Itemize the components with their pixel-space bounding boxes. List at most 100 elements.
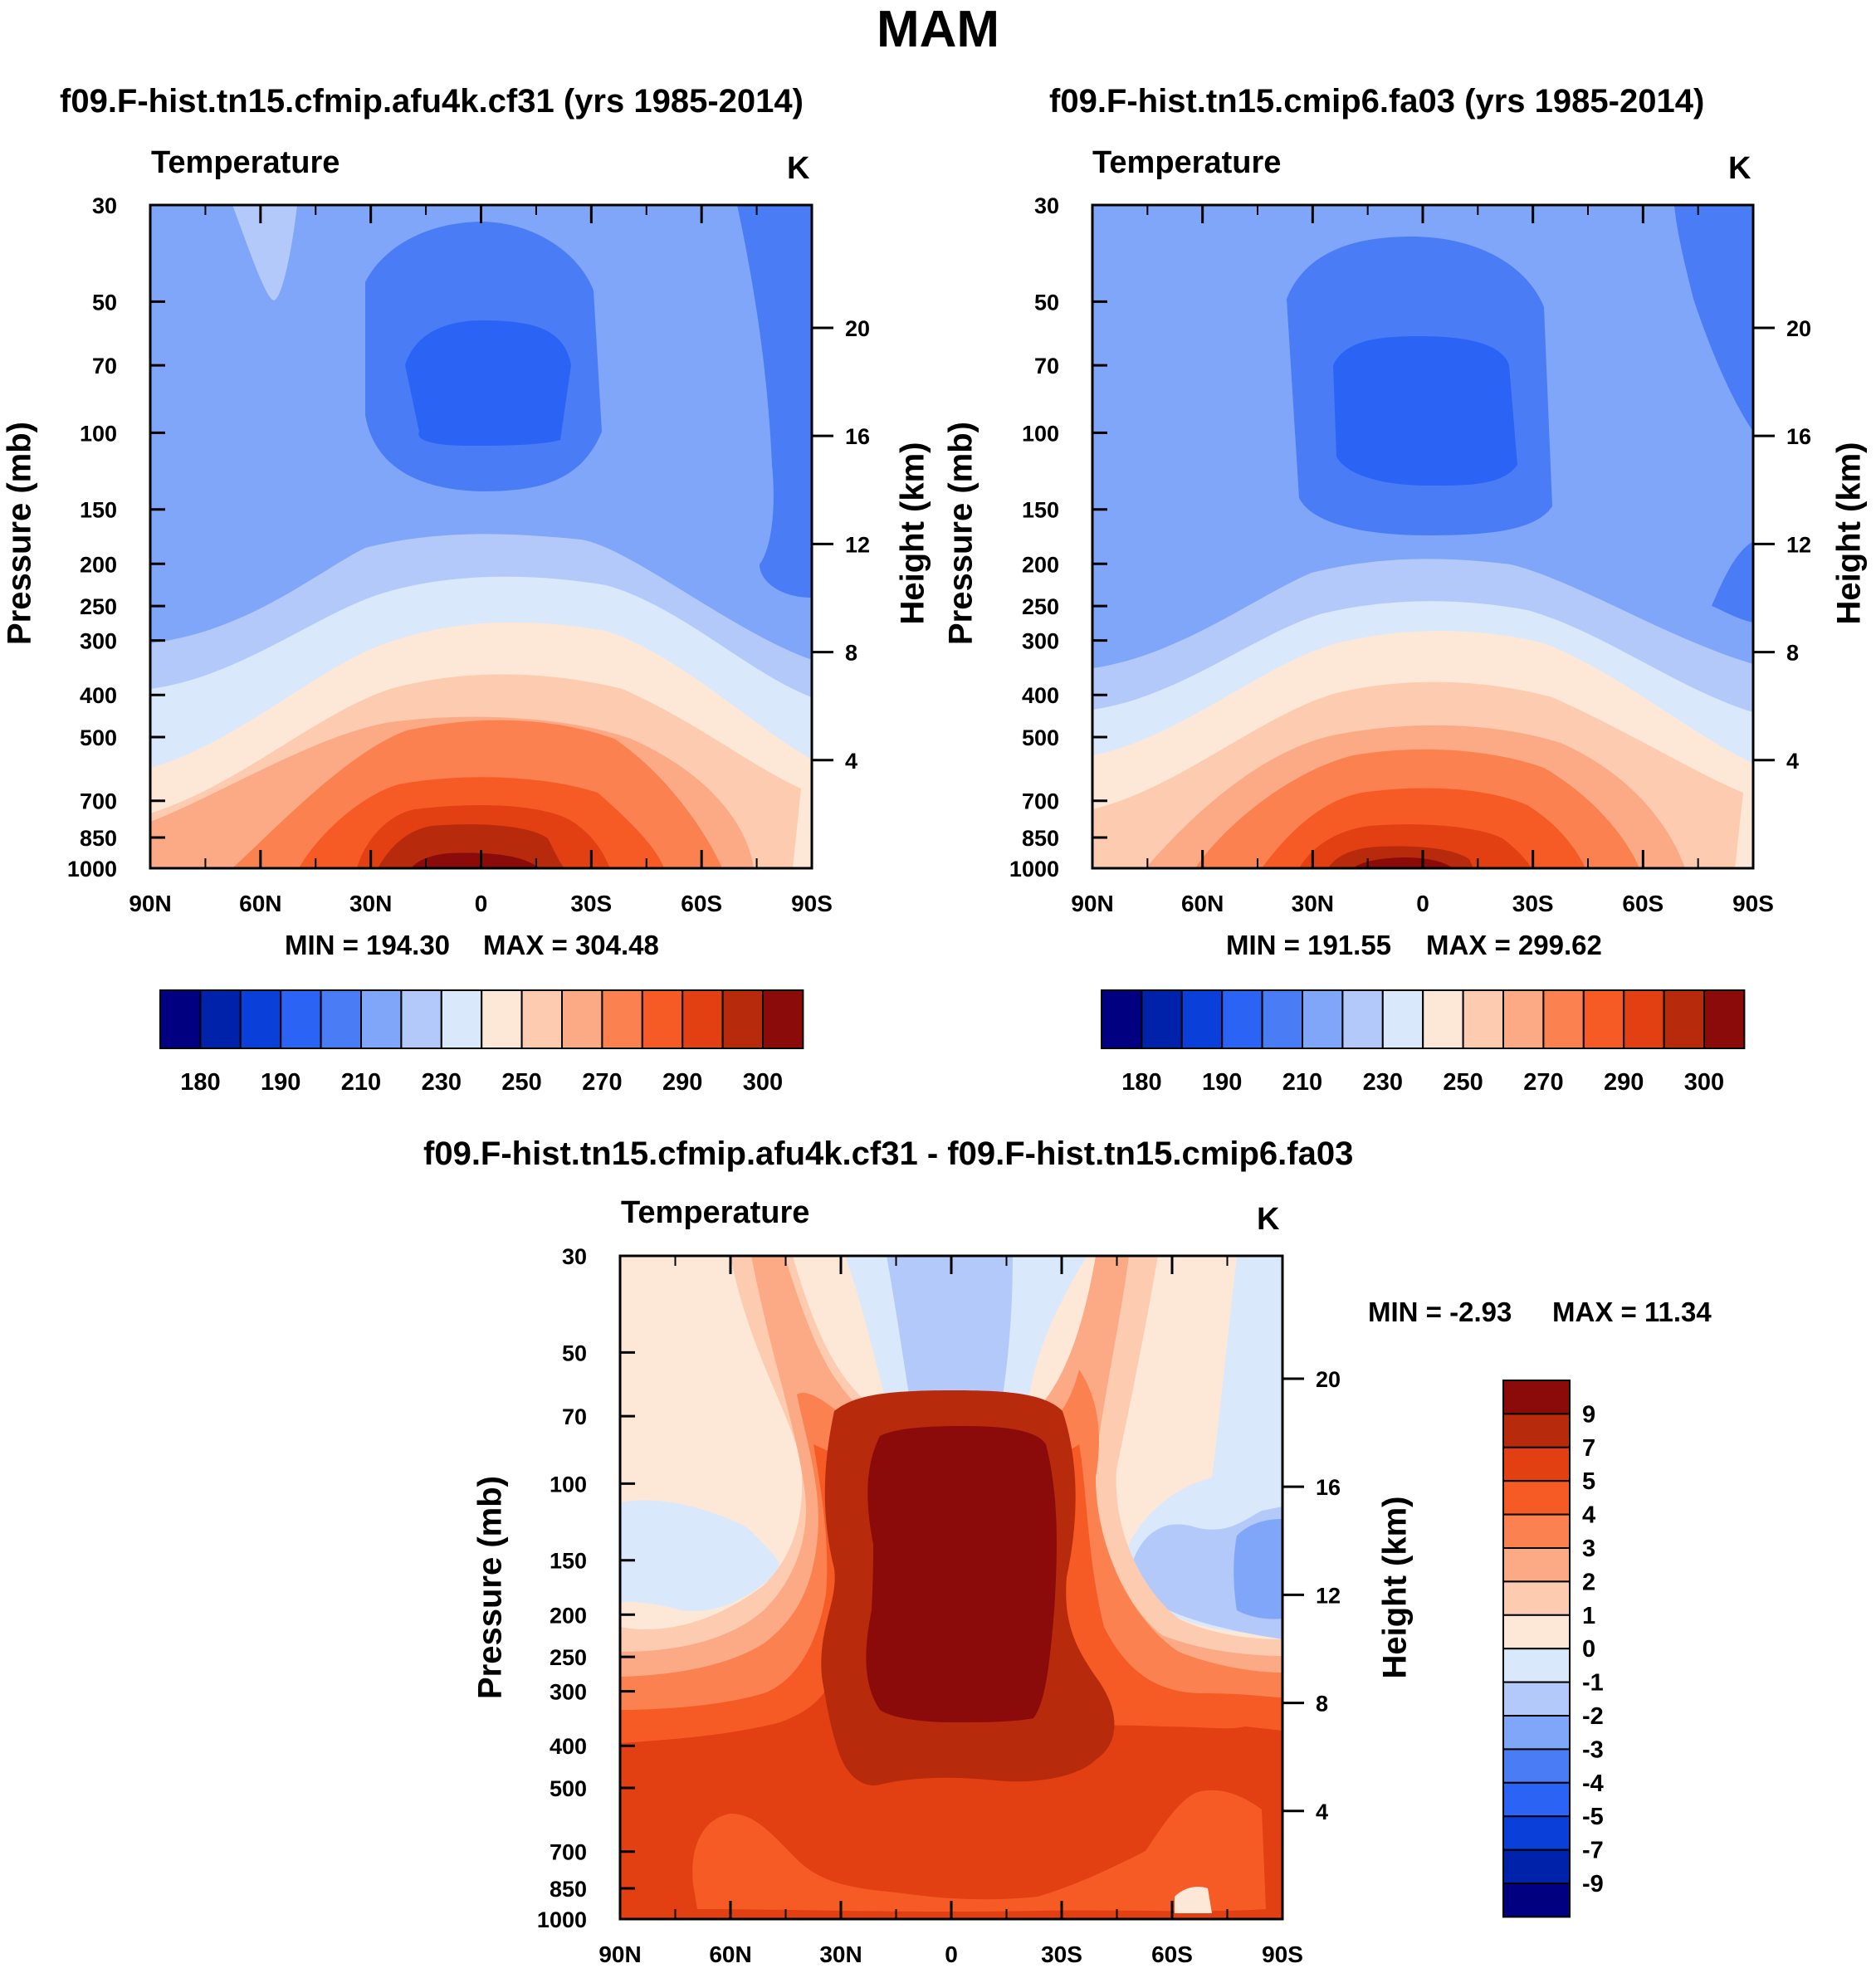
x-tick-label: 90N	[598, 1941, 641, 1967]
x-tick-label: 60S	[681, 891, 722, 916]
panel1-max: MAX = 304.48	[483, 930, 659, 960]
y-tick-label: 500	[80, 725, 117, 750]
colorbar-box	[199, 989, 242, 1049]
colorbar-box	[1582, 989, 1625, 1049]
y-tick-label: 700	[80, 789, 117, 814]
colorbar-box	[159, 989, 202, 1049]
colorbar-box	[1623, 989, 1665, 1049]
colorbar-box	[520, 989, 563, 1049]
y-tick-label: 30	[1034, 193, 1059, 218]
y-right-tick-label: 12	[1316, 1583, 1341, 1608]
colorbar-box	[1422, 989, 1464, 1049]
colorbar-label: 250	[1443, 1069, 1483, 1096]
diff-colorbar-label: 0	[1582, 1636, 1595, 1663]
x-tick-label: 30N	[819, 1941, 862, 1967]
colorbar-label: 180	[180, 1069, 220, 1096]
panel3-min: MIN = -2.93	[1368, 1297, 1512, 1327]
panel3-max: MAX = 11.34	[1552, 1297, 1712, 1327]
y-tick-label: 100	[1022, 421, 1059, 446]
x-tick-label: 60S	[1151, 1941, 1193, 1967]
y-right-tick-label: 4	[1316, 1800, 1328, 1824]
diff-colorbar-box	[1502, 1849, 1571, 1885]
colorbar-box	[1502, 989, 1545, 1049]
colorbar-box	[1703, 989, 1746, 1049]
colorbar-label: 230	[422, 1069, 462, 1096]
y-tick-label: 30	[92, 193, 117, 218]
x-tick-label: 90N	[129, 891, 171, 916]
y-tick-label: 70	[92, 354, 117, 379]
y-tick-label: 300	[1022, 629, 1059, 654]
diff-colorbar-box	[1502, 1446, 1571, 1482]
colorbar-box	[280, 989, 322, 1049]
y-right-tick-label: 16	[845, 424, 870, 449]
panel3-unit-label: K	[1257, 1202, 1280, 1237]
y-tick-label: 200	[80, 552, 117, 577]
x-tick-label: 30N	[349, 891, 392, 916]
x-tick-label: 30N	[1292, 891, 1334, 916]
colorbar-box	[601, 989, 643, 1049]
y-tick-label: 70	[1034, 354, 1059, 379]
diff-colorbar-box	[1502, 1513, 1571, 1549]
colorbar-box	[1341, 989, 1384, 1049]
colorbar-label: 290	[662, 1069, 702, 1096]
diff-colorbar-label: -7	[1582, 1838, 1604, 1864]
y-tick-label: 700	[1022, 789, 1059, 814]
figure-title: MAM	[876, 1, 1000, 58]
colorbar-box	[641, 989, 684, 1049]
colorbar-label: 180	[1121, 1069, 1161, 1096]
colorbar-box	[1221, 989, 1263, 1049]
panel1-min: MIN = 194.30	[285, 930, 451, 960]
colorbar-box	[400, 989, 442, 1049]
y-right-tick-label: 12	[1786, 532, 1811, 557]
y-tick-label: 50	[1034, 290, 1059, 315]
x-tick-label: 90N	[1071, 891, 1113, 916]
y-tick-label: 400	[80, 683, 117, 708]
colorbar-box	[1381, 989, 1424, 1049]
diff-colorbar-box	[1502, 1781, 1571, 1818]
y-tick-label: 850	[1022, 826, 1059, 851]
y-tick-label: 200	[550, 1603, 587, 1628]
y-tick-label: 250	[80, 594, 117, 619]
y-tick-label: 50	[92, 290, 117, 315]
diff-colorbar-box	[1502, 1614, 1571, 1650]
colorbar-box	[1663, 989, 1705, 1049]
y-tick-label: 250	[1022, 594, 1059, 619]
y-tick-label: 700	[550, 1840, 587, 1865]
diff-colorbar-label: 5	[1582, 1468, 1595, 1495]
y-tick-label: 150	[1022, 498, 1059, 523]
y-tick-label: 400	[550, 1734, 587, 1759]
colorbar-box	[762, 989, 804, 1049]
y-right-tick-label: 4	[845, 749, 857, 774]
panel1-variable-label: Temperature	[151, 145, 340, 180]
y-right-tick-label: 12	[845, 532, 870, 557]
diff-colorbar-box	[1502, 1480, 1571, 1516]
colorbar-box	[1462, 989, 1504, 1049]
x-tick-label: 30S	[1041, 1941, 1082, 1967]
panel3-contours	[620, 1256, 1282, 1919]
x-tick-label: 90S	[791, 891, 833, 916]
y-right-tick-label: 16	[1316, 1475, 1341, 1500]
colorbar-label: 190	[1202, 1069, 1242, 1096]
y-tick-label: 150	[80, 498, 117, 523]
y-tick-label: 200	[1022, 552, 1059, 577]
diff-colorbar-label: 2	[1582, 1569, 1595, 1595]
y-tick-label: 850	[550, 1877, 587, 1902]
x-tick-label: 0	[1416, 891, 1429, 916]
y-tick-label: 50	[562, 1341, 587, 1365]
colorbar-label: 210	[341, 1069, 381, 1096]
x-tick-label: 30S	[1512, 891, 1554, 916]
diff-colorbar-box	[1502, 1715, 1571, 1751]
colorbar-box	[1261, 989, 1303, 1049]
diff-colorbar-label: 7	[1582, 1435, 1595, 1462]
diff-colorbar-box	[1502, 1547, 1571, 1583]
diff-colorbar-label: -2	[1582, 1703, 1604, 1730]
colorbar-box	[1180, 989, 1224, 1049]
colorbar-box	[721, 989, 764, 1049]
y-tick-label: 500	[550, 1776, 587, 1801]
diff-colorbar-label: -3	[1582, 1736, 1604, 1763]
x-tick-label: 0	[475, 891, 488, 916]
colorbar-label: 300	[1684, 1069, 1724, 1096]
